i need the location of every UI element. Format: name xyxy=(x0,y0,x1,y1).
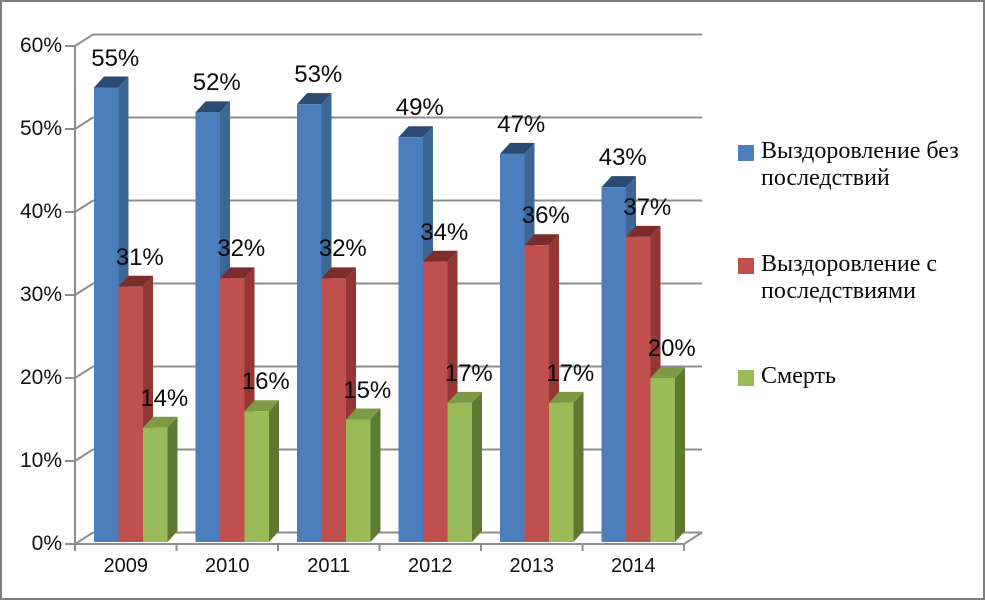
bar-front-face[interactable] xyxy=(297,104,322,542)
bar-front-face[interactable] xyxy=(195,112,221,543)
wall-depth-line xyxy=(74,282,94,296)
legend-item-series-3[interactable]: Смерть xyxy=(738,363,983,390)
bar-top-face[interactable] xyxy=(297,93,332,105)
bar-top-face[interactable] xyxy=(321,267,357,279)
y-axis-label: 30% xyxy=(19,283,62,306)
legend-swatch-blue-icon xyxy=(738,145,754,161)
wall-depth-line xyxy=(74,365,94,379)
data-label: 43% xyxy=(598,144,647,172)
bar-side-face[interactable] xyxy=(370,408,381,543)
category-label: 2010 xyxy=(205,555,250,577)
bar-top-face[interactable] xyxy=(626,225,661,237)
bar-front-face[interactable] xyxy=(650,378,676,542)
category-label: 2012 xyxy=(408,555,453,577)
bar-top-face[interactable] xyxy=(94,76,129,88)
y-axis-label: 50% xyxy=(19,117,62,140)
bar-top-face[interactable] xyxy=(143,416,178,428)
wall-depth-line xyxy=(74,199,94,213)
bar-front-face[interactable] xyxy=(626,236,651,542)
bar-top-face[interactable] xyxy=(346,408,381,420)
bar-top-face[interactable] xyxy=(244,400,280,412)
legend: Выздоровление без последствий Выздоровле… xyxy=(738,2,983,598)
bar-top-face[interactable] xyxy=(650,367,686,378)
y-axis-label: 10% xyxy=(19,449,62,472)
wall-depth-line xyxy=(74,33,94,47)
data-label: 52% xyxy=(192,69,241,97)
floor-right-edge xyxy=(683,531,703,545)
bar-top-face[interactable] xyxy=(447,391,483,403)
data-label: 37% xyxy=(623,193,672,221)
bar-side-face[interactable] xyxy=(675,367,685,542)
bar-side-face[interactable] xyxy=(573,391,584,542)
wall-depth-line xyxy=(74,531,94,545)
bar-front-face[interactable] xyxy=(447,402,473,542)
data-label: 17% xyxy=(444,359,493,387)
bar-front-face[interactable] xyxy=(244,411,270,542)
data-label: 47% xyxy=(497,110,546,138)
bar-top-face[interactable] xyxy=(524,234,560,246)
bar-front-face[interactable] xyxy=(143,427,168,542)
legend-item-series-1[interactable]: Выздоровление без последствий xyxy=(738,138,983,192)
bar-top-face[interactable] xyxy=(601,176,637,188)
bar-top-face[interactable] xyxy=(118,275,154,287)
data-label: 32% xyxy=(217,235,266,263)
y-axis-label: 20% xyxy=(19,366,62,389)
data-label: 34% xyxy=(420,218,469,246)
legend-label: Выздоровление без последствий xyxy=(761,138,959,191)
legend-item-series-2[interactable]: Выздоровление с последствиями xyxy=(738,251,983,305)
y-axis-label: 0% xyxy=(31,532,62,555)
data-label: 36% xyxy=(521,202,570,230)
legend-label: Выздоровление с последствиями xyxy=(761,251,938,304)
bar-front-face[interactable] xyxy=(423,261,448,542)
wall-depth-line xyxy=(74,116,94,130)
legend-swatch-green-icon xyxy=(738,370,754,386)
category-label: 2009 xyxy=(103,555,149,577)
bar-top-face[interactable] xyxy=(549,391,584,403)
y-axis-label: 60% xyxy=(19,34,62,57)
category-label: 2013 xyxy=(509,555,555,577)
data-label: 31% xyxy=(115,243,164,271)
y-axis-label: 40% xyxy=(19,200,62,223)
bar-side-face[interactable] xyxy=(472,391,482,542)
legend-swatch-red-icon xyxy=(738,258,754,274)
bar-side-face[interactable] xyxy=(167,416,178,542)
bar-front-face[interactable] xyxy=(321,278,347,542)
data-label: 32% xyxy=(318,235,367,263)
bar-front-face[interactable] xyxy=(118,286,144,542)
data-label: 15% xyxy=(343,376,392,404)
bar-front-face[interactable] xyxy=(220,278,245,542)
bar-top-face[interactable] xyxy=(195,101,231,113)
bar-top-face[interactable] xyxy=(220,267,255,279)
data-label: 14% xyxy=(140,384,189,412)
category-label: 2011 xyxy=(307,555,351,577)
data-label: 49% xyxy=(395,94,444,122)
bar-top-face[interactable] xyxy=(398,126,434,138)
wall-depth-line xyxy=(74,448,94,462)
legend-label: Смерть xyxy=(761,363,836,389)
bar-front-face[interactable] xyxy=(398,137,424,543)
data-label: 20% xyxy=(647,335,696,362)
bar-front-face[interactable] xyxy=(549,402,574,542)
data-label: 16% xyxy=(241,368,290,396)
data-label: 55% xyxy=(91,44,140,72)
category-label: 2014 xyxy=(611,555,656,577)
bar-front-face[interactable] xyxy=(500,153,525,542)
data-label: 17% xyxy=(546,359,595,387)
bar-front-face[interactable] xyxy=(601,187,627,542)
bar-top-face[interactable] xyxy=(423,250,458,262)
bar-front-face[interactable] xyxy=(94,87,119,543)
bar-front-face[interactable] xyxy=(346,419,371,543)
bar-top-face[interactable] xyxy=(500,142,535,154)
bar-front-face[interactable] xyxy=(524,245,550,542)
data-label: 53% xyxy=(294,61,343,89)
bar-side-face[interactable] xyxy=(269,400,279,542)
